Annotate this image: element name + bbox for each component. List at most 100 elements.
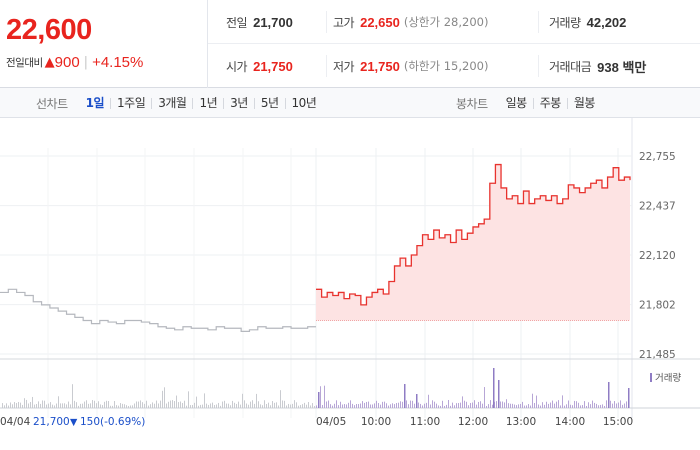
candle-tab-1[interactable]: 주봉 xyxy=(532,97,567,109)
volume-bar xyxy=(6,403,7,408)
volume-bar xyxy=(74,400,75,408)
volume-bar xyxy=(42,400,43,408)
volume-bar xyxy=(322,404,323,408)
volume-bar xyxy=(260,404,261,408)
volume-bar xyxy=(214,405,215,408)
quote-stats: 전일 21,700 고가 22,650 (상한가 28,200) 거래량 42,… xyxy=(208,0,700,88)
volume-bar xyxy=(234,402,235,408)
volume-bar xyxy=(88,403,89,408)
volume-bar xyxy=(312,403,313,408)
volume-bar xyxy=(540,405,541,408)
candle-tab-0[interactable]: 일봉 xyxy=(505,95,528,110)
volume-bar xyxy=(584,401,585,408)
volume-bar xyxy=(216,404,217,408)
volume-bar xyxy=(386,403,387,408)
volume-bar xyxy=(438,405,439,408)
volume-bar xyxy=(336,400,337,408)
intraday-chart[interactable]: 22,755 22,437 22,120 21,802 21,485 거래량 04/05 10… xyxy=(0,118,700,450)
volume-bar xyxy=(70,404,71,408)
volume-bar xyxy=(434,401,435,408)
line-chart-label: 선차트 xyxy=(36,96,68,111)
volume-bar xyxy=(602,404,603,408)
volume-bar xyxy=(350,400,351,408)
volume-bar xyxy=(166,403,167,408)
volume-bar xyxy=(262,405,263,408)
y-tick-label: 21,485 xyxy=(639,349,676,361)
period-tab-5[interactable]: 5년 xyxy=(253,97,285,109)
volume-bar xyxy=(140,400,141,408)
volume-bar xyxy=(510,403,511,408)
volume-bar xyxy=(542,402,543,408)
volume-bar xyxy=(86,400,87,408)
volume-bar xyxy=(302,404,303,408)
volume-bar xyxy=(428,394,429,408)
volume-legend-label: 거래량 xyxy=(655,372,681,384)
volume-bar xyxy=(156,400,157,408)
period-tab-4[interactable]: 3년 xyxy=(223,97,254,109)
volume-bar xyxy=(46,404,47,408)
volume-bar xyxy=(200,404,201,408)
volume-bar xyxy=(488,404,489,408)
volume-bar xyxy=(550,402,551,408)
volume-bar xyxy=(306,404,307,408)
volume-bar xyxy=(96,403,97,408)
stat-value: 938 백만 xyxy=(597,59,647,75)
volume-bar xyxy=(566,404,567,408)
period-tab-6[interactable]: 10년 xyxy=(284,97,323,109)
period-tab-3[interactable]: 1년 xyxy=(192,97,223,109)
volume-bar xyxy=(98,401,99,408)
volume-bar xyxy=(594,402,595,408)
volume-bar xyxy=(8,405,9,408)
volume-bar xyxy=(202,404,203,408)
stat-volume: 거래량 42,202 xyxy=(538,11,626,33)
volume-bar xyxy=(284,400,285,408)
volume-bar xyxy=(58,396,59,408)
volume-bar xyxy=(28,403,29,408)
volume-bar xyxy=(426,402,427,408)
candle-tab-2[interactable]: 월봉 xyxy=(566,97,601,109)
volume-bar xyxy=(400,401,401,408)
volume-bar xyxy=(230,405,231,408)
period-tab-1[interactable]: 1주일 xyxy=(110,97,151,109)
volume-bar xyxy=(176,395,177,408)
volume-bar xyxy=(326,401,327,408)
volume-bar xyxy=(14,402,15,408)
volume-bar xyxy=(562,395,563,408)
volume-bar xyxy=(366,401,367,408)
volume-bar xyxy=(266,403,267,408)
x-tick-label: 15:00 xyxy=(603,416,633,428)
volume-bar xyxy=(292,403,293,408)
volume-bar xyxy=(38,401,39,408)
volume-bar xyxy=(160,400,161,408)
footer-value: 21,700 xyxy=(33,416,70,428)
volume-bar xyxy=(186,405,187,408)
volume-bar xyxy=(380,404,381,408)
volume-bar xyxy=(56,403,57,408)
stat-value: 21,750 xyxy=(253,58,293,74)
volume-bar xyxy=(382,401,383,408)
volume-bar xyxy=(628,388,630,408)
candle-chart-periods: 봉차트 일봉 주봉 월봉 xyxy=(456,88,601,118)
volume-bar xyxy=(250,401,251,408)
volume-bar xyxy=(452,402,453,408)
stat-value: 21,700 xyxy=(253,14,293,30)
volume-bar xyxy=(480,401,481,408)
volume-bar xyxy=(290,404,291,408)
volume-bar xyxy=(232,400,233,408)
current-price: 22,600 xyxy=(6,14,92,46)
period-tab-0[interactable]: 1일 xyxy=(85,95,105,110)
volume-bar xyxy=(108,401,109,408)
volume-bar xyxy=(36,404,37,408)
volume-bar xyxy=(110,405,111,408)
volume-bar xyxy=(604,405,605,408)
volume-bar xyxy=(318,392,320,408)
volume-bar xyxy=(558,400,559,408)
volume-bar xyxy=(50,402,51,408)
volume-bar xyxy=(586,405,587,408)
volume-bar xyxy=(378,403,379,408)
volume-bar xyxy=(280,390,281,408)
period-tab-2[interactable]: 3개월 xyxy=(151,97,192,109)
volume-bar xyxy=(564,405,565,408)
volume-bar xyxy=(256,393,257,408)
volume-bar xyxy=(538,404,539,408)
